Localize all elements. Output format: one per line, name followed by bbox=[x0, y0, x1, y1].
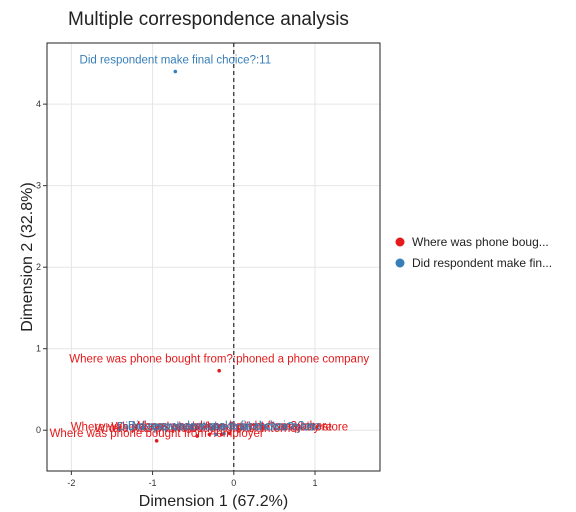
point-label: Where was phone bought from?:phone compa… bbox=[71, 421, 348, 433]
y-tick-label: 0 bbox=[36, 425, 41, 435]
point-label: Did respondent make final choice?:yes bbox=[117, 421, 315, 433]
data-points bbox=[154, 69, 232, 443]
point-label: Where was phone bought from?:retail stor… bbox=[111, 421, 332, 433]
y-tick-label: 4 bbox=[36, 99, 41, 109]
y-tick-label: 1 bbox=[36, 344, 41, 354]
point-label: Where was phone bought from?:internet bbox=[95, 423, 301, 435]
legend: Where was phone boug... Did respondent ma… bbox=[395, 235, 552, 270]
data-point bbox=[173, 69, 178, 74]
data-point bbox=[227, 431, 232, 436]
data-point bbox=[207, 432, 212, 437]
y-tick-label: 2 bbox=[36, 262, 41, 272]
data-point bbox=[217, 368, 221, 373]
point-label: Did respondent make final choice?:no bbox=[128, 420, 320, 432]
data-point bbox=[222, 431, 226, 436]
point-label: Where was phone bought from?:employer bbox=[50, 428, 264, 440]
x-tick-label: 1 bbox=[313, 478, 318, 488]
data-point bbox=[154, 439, 159, 443]
legend-label: Did respondent make fin... bbox=[412, 256, 552, 270]
grid-lines bbox=[47, 43, 380, 471]
legend-label: Where was phone boug... bbox=[412, 235, 549, 249]
legend-key bbox=[395, 237, 405, 247]
chart-title: Multiple correspondence analysis bbox=[68, 9, 349, 30]
data-point bbox=[195, 434, 200, 438]
y-axis-label: Dimension 2 (32.8%) bbox=[19, 182, 36, 331]
point-label: Did respondent make final choice?:11 bbox=[80, 55, 272, 67]
point-labels: Where was phone bought from?:phoned a ph… bbox=[50, 55, 370, 440]
panel-border bbox=[46, 42, 381, 472]
x-tick-label: -1 bbox=[149, 478, 157, 488]
point-label: Where was phone bought from?:phoned a ph… bbox=[69, 354, 369, 366]
point-label: Where was phone bought from?:other bbox=[133, 420, 326, 432]
x-tick-label: -2 bbox=[67, 478, 75, 488]
x-axis-label: Dimension 1 (67.2%) bbox=[139, 493, 288, 510]
legend-key bbox=[395, 258, 405, 268]
x-tick-label: 0 bbox=[231, 478, 236, 488]
data-point bbox=[214, 432, 218, 437]
axis-ticks: -2 -1 0 1 0 1 2 3 4 bbox=[36, 99, 318, 488]
y-tick-label: 3 bbox=[36, 181, 41, 191]
